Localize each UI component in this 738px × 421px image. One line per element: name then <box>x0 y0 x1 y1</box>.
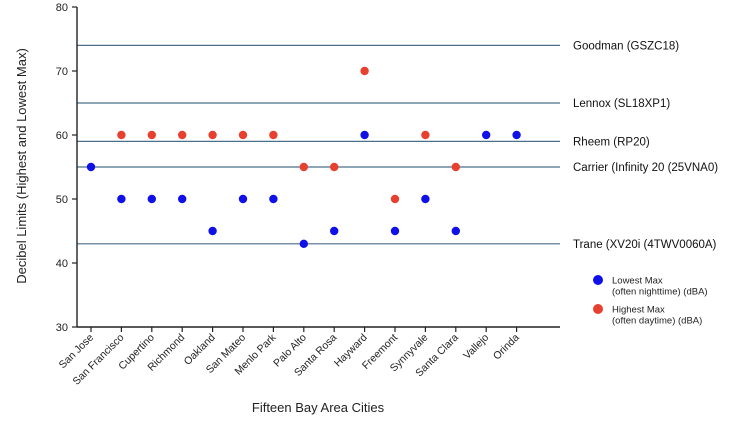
data-point <box>238 130 248 140</box>
legend: Lowest Max(often nighttime) (dBA) Highest… <box>593 275 708 327</box>
data-point <box>421 130 430 140</box>
legend-label: Highest Max <box>612 305 665 316</box>
legend-label: (often daytime) (dBA) <box>612 316 702 327</box>
y-tick-label: 80 <box>56 2 68 14</box>
legend-label: Lowest Max <box>612 276 663 287</box>
data-point <box>330 226 339 236</box>
reference-line-label: Carrier (Infinity 20 (25VNA0) <box>573 162 718 174</box>
data-point <box>147 194 156 204</box>
data-point <box>330 162 339 172</box>
data-point <box>269 130 278 140</box>
y-tick-label: 70 <box>56 66 68 78</box>
data-point <box>482 130 491 140</box>
reference-lines: Goodman (GSZC18) Lennox (SL18XP1) Rheem (R… <box>77 40 718 251</box>
y-tick-label: 50 <box>56 194 68 206</box>
data-point <box>269 194 278 204</box>
data-point <box>360 130 369 140</box>
legend-marker <box>593 275 603 285</box>
data-point <box>299 239 308 248</box>
data-point <box>117 130 126 140</box>
data-point <box>238 194 248 204</box>
y-tick-label: 40 <box>56 258 68 270</box>
data-point <box>208 130 217 140</box>
data-point <box>299 162 308 172</box>
data-point <box>451 226 460 236</box>
y-tick-label: 30 <box>56 322 68 334</box>
legend-marker <box>593 304 603 314</box>
legend-label: (often nighttime) (dBA) <box>612 287 708 298</box>
data-point <box>451 162 460 172</box>
data-point <box>390 194 400 204</box>
reference-line-label: Trane (XV20i (4TWV0060A) <box>573 239 717 251</box>
data-point <box>208 226 217 236</box>
reference-line-label: Rheem (RP20) <box>573 136 650 148</box>
data-point <box>178 130 187 140</box>
data-point <box>360 66 369 76</box>
data-point <box>147 130 156 140</box>
x-axis-title: Fifteen Bay Area Cities <box>252 400 385 415</box>
data-point <box>86 162 96 172</box>
data-points <box>86 66 521 248</box>
reference-line-label: Lennox (SL18XP1) <box>573 98 670 110</box>
x-tick-label: Vallejo <box>461 332 491 362</box>
y-axis: 30 40 50 60 70 80 <box>56 2 78 334</box>
data-point <box>390 226 400 236</box>
data-point <box>117 194 126 204</box>
data-point <box>512 130 521 140</box>
x-tick-label: Orinda <box>491 332 522 363</box>
data-point <box>178 194 187 204</box>
data-point <box>421 194 430 204</box>
reference-line-label: Goodman (GSZC18) <box>573 40 679 52</box>
y-axis-title: Decibel Limits (Highest and Lowest Max) <box>14 48 29 284</box>
y-tick-label: 60 <box>56 130 68 142</box>
